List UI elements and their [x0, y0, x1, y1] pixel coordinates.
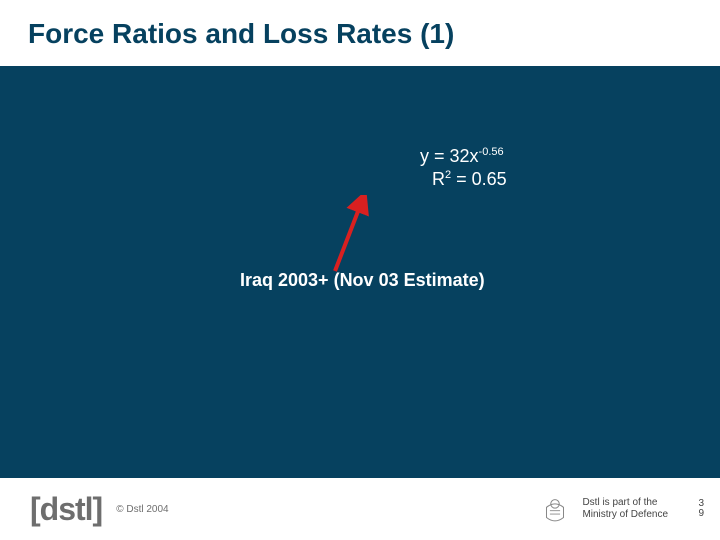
r2-label: R [432, 169, 445, 189]
annotation-label: Iraq 2003+ (Nov 03 Estimate) [240, 270, 485, 291]
title-bar: Force Ratios and Loss Rates (1) [0, 0, 720, 66]
footer-left: [dstl] © Dstl 2004 [30, 491, 169, 528]
mod-affiliation-text: Dstl is part of the Ministry of Defence [582, 497, 682, 521]
page-title: Force Ratios and Loss Rates (1) [28, 18, 692, 50]
r2-value: = 0.65 [451, 169, 507, 189]
callout-arrow [320, 195, 380, 275]
page-number: 3 9 [698, 499, 704, 519]
footer-right: Dstl is part of the Ministry of Defence … [538, 492, 704, 526]
footer: [dstl] © Dstl 2004 Dstl is part of the M… [0, 478, 720, 540]
equation-prefix: y = 32x [420, 146, 479, 166]
equation-exponent: -0.56 [479, 146, 504, 158]
equation-line-2: R2 = 0.65 [420, 168, 507, 191]
arrow-line [335, 201, 362, 271]
copyright-text: © Dstl 2004 [116, 504, 168, 515]
crest-icon [538, 492, 572, 526]
slide: Force Ratios and Loss Rates (1) y = 32x-… [0, 0, 720, 540]
page-number-bottom: 9 [698, 509, 704, 519]
equation-line-1: y = 32x-0.56 [420, 145, 507, 168]
equation-box: y = 32x-0.56 R2 = 0.65 [420, 145, 507, 190]
dstl-logo: [dstl] [30, 491, 102, 528]
